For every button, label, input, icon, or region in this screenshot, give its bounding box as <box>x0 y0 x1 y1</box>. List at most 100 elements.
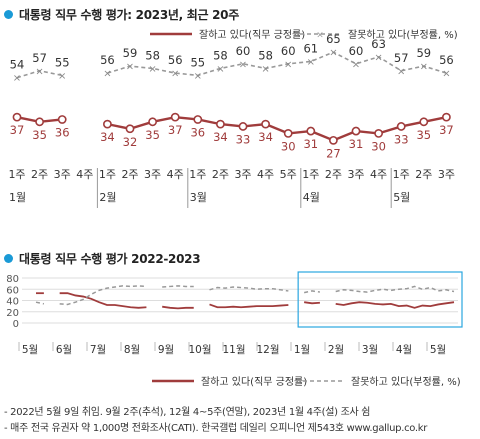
positive-data-label: 27 <box>326 146 341 160</box>
legend-negative-label: 잘못하고 있다(부정률, %) <box>348 28 458 41</box>
negative-data-label: 60 <box>236 44 251 58</box>
negative-point-marker: × <box>261 64 269 75</box>
x-tick-label: 3주 <box>144 168 161 181</box>
positive-data-label: 34 <box>258 130 273 144</box>
x-month-label: 9월 <box>158 344 174 356</box>
chart1-title-text: 대통령 직무 수행 평가: 2023년, 최근 20주 <box>19 8 239 22</box>
legend-positive-label: 잘하고 있다(직무 긍정률) <box>199 28 305 41</box>
x-tick-label: 2주 <box>415 168 432 181</box>
bullet-dot-icon <box>4 254 13 263</box>
x-month-label: 7월 <box>90 344 106 356</box>
positive-data-label: 31 <box>303 137 318 151</box>
x-month-label: 5월 <box>430 344 446 356</box>
y-tick-label: 40 <box>6 297 19 308</box>
x-tick-label: 4주 <box>76 168 93 181</box>
negative-point-marker: × <box>307 57 315 68</box>
x-tick-label: 1주 <box>302 168 319 181</box>
positive-point <box>441 112 451 122</box>
positive-data-label: 36 <box>55 125 70 139</box>
negative-point-marker: × <box>216 64 224 75</box>
month-label: 2월 <box>99 191 116 204</box>
negative-history-line-8 <box>303 290 321 294</box>
negative-point-marker: × <box>352 59 360 70</box>
negative-data-label: 58 <box>145 48 160 62</box>
footnote-1: - 2022년 5월 9일 취임. 9월 2주(추석), 12월 4~5주(연말… <box>4 407 371 418</box>
positive-data-label: 30 <box>281 139 296 153</box>
negative-point-marker: × <box>103 69 111 80</box>
month-label: 1월 <box>9 191 26 204</box>
negative-data-label: 59 <box>123 46 138 60</box>
negative-point-marker: × <box>442 69 450 80</box>
positive-data-label: 35 <box>145 128 160 142</box>
positive-point <box>148 117 157 127</box>
positive-point <box>57 115 67 124</box>
positive-history-line-6 <box>209 303 289 309</box>
negative-point-marker: × <box>420 62 428 73</box>
positive-data-label: 36 <box>190 125 205 139</box>
positive-point <box>215 119 225 129</box>
negative-point-marker: × <box>58 71 66 82</box>
x-tick-label: 4주 <box>257 168 274 181</box>
positive-data-label: 35 <box>416 128 431 142</box>
x-month-label: 11월 <box>222 344 245 356</box>
positive-data-label: 34 <box>100 130 115 144</box>
negative-point-marker: × <box>148 64 156 75</box>
chart2-title-text: 대통령 직무 수행 평가 2022-2023 <box>19 252 201 266</box>
negative-data-label: 56 <box>168 53 183 67</box>
legend-bottom: 잘하고 있다(직무 긍정률) 잘못하고 있다(부정률, %) <box>152 375 461 388</box>
y-tick-label: 80 <box>6 274 19 285</box>
x-tick-label: 1주 <box>8 168 25 181</box>
negative-data-label: 60 <box>349 44 364 58</box>
negative-data-label: 57 <box>394 51 409 65</box>
negative-point-marker: × <box>171 69 179 80</box>
positive-data-label: 32 <box>123 135 138 149</box>
recent-weeks-highlight-box <box>297 271 463 328</box>
positive-point <box>351 126 361 136</box>
negative-point-marker: × <box>194 71 202 82</box>
negative-point-marker: × <box>374 52 382 63</box>
negative-data-label: 56 <box>100 53 115 67</box>
y-tick-label: 60 <box>6 285 19 296</box>
positive-data-label: 34 <box>213 130 228 144</box>
x-tick-label: 2주 <box>325 168 342 181</box>
x-tick-label: 3주 <box>54 168 71 181</box>
negative-point-marker: × <box>13 73 21 84</box>
positive-point <box>170 112 180 122</box>
x-tick-label: 4주 <box>370 168 387 181</box>
legend-top: 잘하고 있다(직무 긍정률) × 잘못하고 있다(부정률, %) <box>150 28 458 41</box>
x-month-label: 8월 <box>124 344 140 356</box>
x-month-label: 12월 <box>256 344 279 356</box>
y-tick-label: 20 <box>6 308 19 319</box>
x-month-label: 5월 <box>22 344 38 356</box>
x-tick-label: 2주 <box>31 168 48 181</box>
negative-data-label: 56 <box>439 53 454 67</box>
x-tick-label: 2주 <box>121 168 138 181</box>
positive-point <box>193 115 203 124</box>
negative-history-line-0 <box>35 301 45 305</box>
legend-negative-marker: × <box>316 31 324 41</box>
positive-data-label: 33 <box>394 132 409 146</box>
positive-series-line-1 <box>107 115 447 142</box>
positive-point <box>419 117 429 127</box>
positive-point <box>306 126 316 136</box>
positive-data-label: 30 <box>371 139 386 153</box>
x-tick-label: 4주 <box>167 168 184 181</box>
negative-point-marker: × <box>35 66 43 77</box>
negative-history-line-6 <box>209 286 289 292</box>
negative-history-line-2 <box>59 285 147 306</box>
positive-history-line-2 <box>59 292 147 309</box>
x-month-label: 2월 <box>328 344 344 356</box>
x-month-label: 4월 <box>396 344 412 356</box>
negative-point-marker: × <box>329 48 337 59</box>
negative-data-label: 55 <box>55 55 70 69</box>
negative-data-label: 58 <box>258 48 273 62</box>
negative-point-marker: × <box>284 59 292 70</box>
month-label: 4월 <box>303 191 320 204</box>
negative-data-label: 59 <box>416 46 431 60</box>
positive-point <box>12 112 22 122</box>
month-label: 5월 <box>393 191 410 204</box>
legend-negative-label: 잘못하고 있다(부정률, %) <box>351 375 461 388</box>
negative-data-label: 58 <box>213 48 228 62</box>
positive-point <box>283 129 293 138</box>
